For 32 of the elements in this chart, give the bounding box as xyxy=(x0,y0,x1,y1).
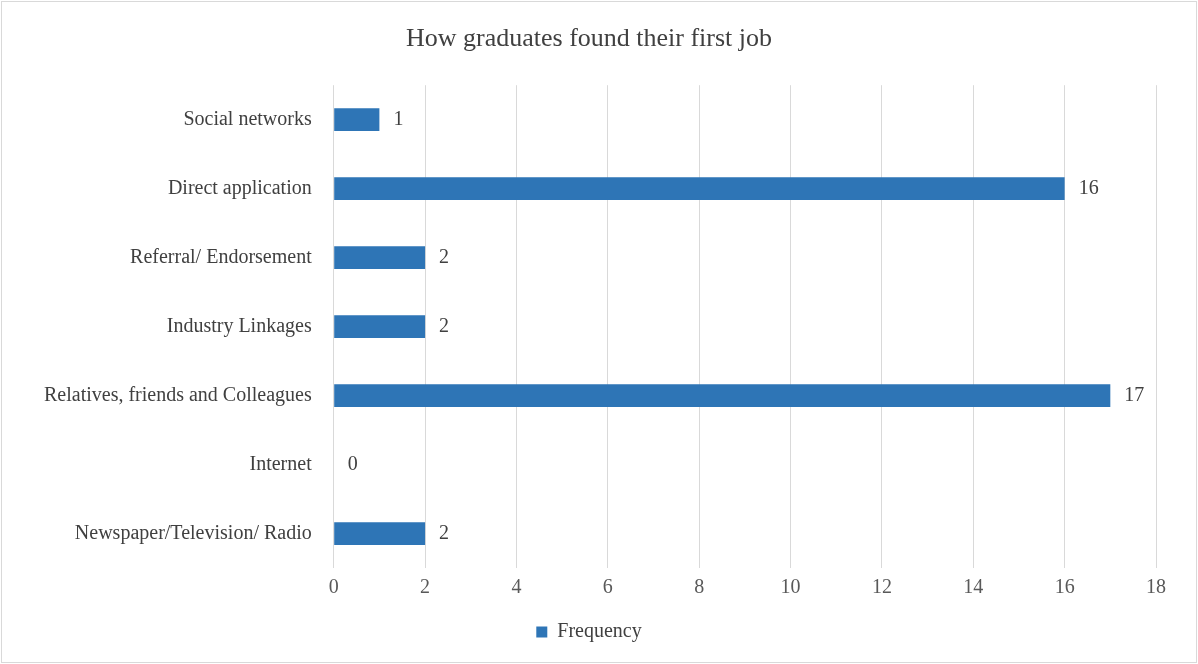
bar xyxy=(334,108,380,132)
y-tick-label: Direct application xyxy=(167,175,312,199)
bar xyxy=(334,384,1111,407)
bar xyxy=(334,522,426,545)
data-label: 0 xyxy=(347,451,358,474)
x-tick-label: 16 xyxy=(1054,575,1075,598)
bar xyxy=(334,177,1065,201)
x-tick-label: 2 xyxy=(420,575,431,598)
x-tick-label: 0 xyxy=(328,575,339,598)
y-tick-label: Newspaper/Television/ Radio xyxy=(74,520,312,544)
y-tick-label: Relatives, friends and Colleagues xyxy=(43,382,312,406)
x-tick-label: 4 xyxy=(511,575,522,598)
legend-label: Frequency xyxy=(557,619,642,643)
x-tick-label: 12 xyxy=(871,575,892,598)
bar xyxy=(334,246,426,270)
x-tick-label: 14 xyxy=(963,575,984,598)
x-tick-label: 8 xyxy=(694,575,705,598)
bar xyxy=(334,315,426,338)
x-tick-label: 10 xyxy=(780,575,801,598)
data-label: 17 xyxy=(1124,382,1145,405)
data-label: 2 xyxy=(439,244,450,267)
data-label: 2 xyxy=(439,313,450,336)
data-label: 1 xyxy=(393,106,404,129)
y-tick-label: Internet xyxy=(249,451,313,474)
data-label: 2 xyxy=(439,520,450,543)
chart-title: How graduates found their first job xyxy=(405,23,773,53)
x-tick-label: 18 xyxy=(1146,575,1166,598)
y-tick-label: Industry Linkages xyxy=(166,313,312,337)
y-tick-label: Referral/ Endorsement xyxy=(130,244,313,267)
x-tick-label: 6 xyxy=(602,575,613,598)
data-label: 16 xyxy=(1078,175,1099,198)
y-tick-label: Social networks xyxy=(183,106,312,129)
